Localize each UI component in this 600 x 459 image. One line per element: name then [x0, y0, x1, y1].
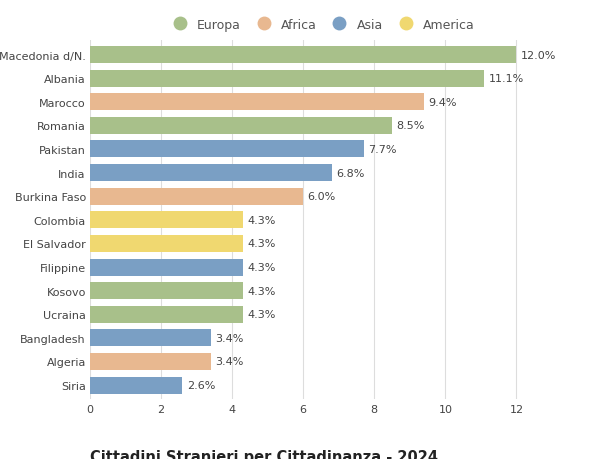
Text: 4.3%: 4.3% — [247, 239, 275, 249]
Text: 9.4%: 9.4% — [428, 98, 457, 107]
Text: 11.1%: 11.1% — [489, 74, 524, 84]
Bar — [90, 235, 243, 252]
Text: 6.0%: 6.0% — [307, 192, 336, 202]
Text: 7.7%: 7.7% — [368, 145, 397, 155]
Text: 3.4%: 3.4% — [215, 333, 244, 343]
Bar — [90, 282, 243, 299]
Legend: Europa, Africa, Asia, America: Europa, Africa, Asia, America — [167, 18, 475, 32]
Text: 8.5%: 8.5% — [397, 121, 425, 131]
Text: 6.8%: 6.8% — [336, 168, 364, 178]
Text: 2.6%: 2.6% — [187, 380, 215, 390]
Text: 4.3%: 4.3% — [247, 309, 275, 319]
Text: 12.0%: 12.0% — [521, 50, 556, 61]
Bar — [90, 47, 517, 64]
Bar — [90, 377, 182, 394]
Bar — [90, 212, 243, 229]
Text: 4.3%: 4.3% — [247, 215, 275, 225]
Text: 4.3%: 4.3% — [247, 263, 275, 273]
Bar — [90, 71, 484, 88]
Bar — [90, 118, 392, 134]
Text: Cittadini Stranieri per Cittadinanza - 2024: Cittadini Stranieri per Cittadinanza - 2… — [90, 449, 438, 459]
Bar — [90, 141, 364, 158]
Bar — [90, 330, 211, 347]
Text: 3.4%: 3.4% — [215, 357, 244, 367]
Bar — [90, 259, 243, 276]
Bar — [90, 306, 243, 323]
Bar — [90, 353, 211, 370]
Bar — [90, 165, 332, 182]
Bar — [90, 94, 424, 111]
Bar — [90, 188, 303, 205]
Text: 4.3%: 4.3% — [247, 286, 275, 296]
